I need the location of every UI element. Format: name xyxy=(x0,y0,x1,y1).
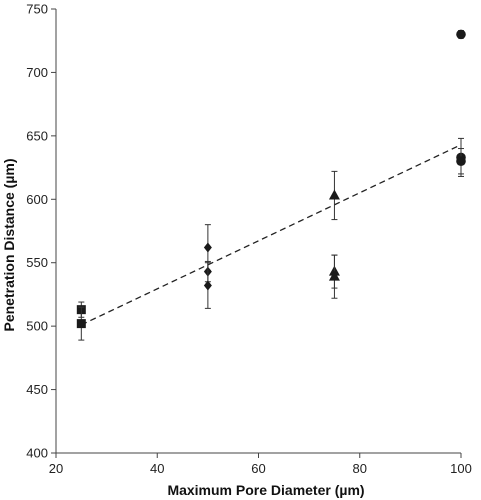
y-tick-label: 400 xyxy=(26,446,48,461)
triangle-point xyxy=(328,270,340,281)
trendline xyxy=(81,144,462,326)
x-axis-label: Maximum Pore Diameter (µm) xyxy=(167,482,364,498)
y-axis-label: Penetration Distance (µm) xyxy=(1,159,17,332)
diamond-point xyxy=(203,242,212,253)
square-point xyxy=(76,319,86,329)
y-tick-label: 750 xyxy=(26,2,48,17)
triangle-point xyxy=(328,189,340,200)
x-tick-label: 40 xyxy=(150,461,164,476)
x-tick-label: 20 xyxy=(49,461,63,476)
y-tick-label: 550 xyxy=(26,255,48,270)
circle-point xyxy=(456,156,466,167)
y-tick-label: 600 xyxy=(26,192,48,207)
x-tick-label: 80 xyxy=(353,461,367,476)
x-tick-label: 60 xyxy=(251,461,265,476)
y-tick-label: 650 xyxy=(26,128,48,143)
y-tick-label: 450 xyxy=(26,382,48,397)
x-tick-label: 100 xyxy=(450,461,472,476)
diamond-point xyxy=(203,280,212,291)
y-tick-label: 500 xyxy=(26,319,48,334)
y-tick-label: 700 xyxy=(26,65,48,80)
trendline-group xyxy=(81,144,462,326)
axes: 400 450 500 550 600 650 700 750 20 40 60 80 100 xyxy=(26,2,472,477)
circle-point xyxy=(456,29,466,40)
data-points xyxy=(76,29,466,341)
